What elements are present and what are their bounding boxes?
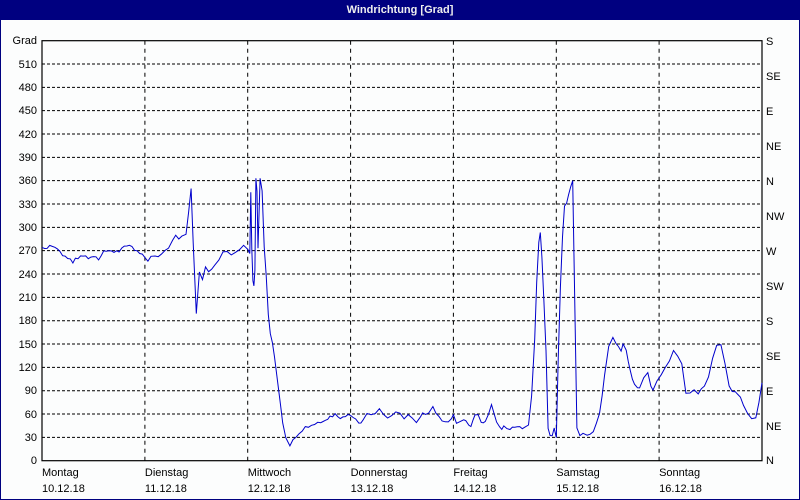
svg-text:SE: SE: [766, 71, 781, 83]
svg-text:450: 450: [19, 105, 37, 117]
svg-text:14.12.18: 14.12.18: [453, 483, 496, 495]
svg-text:390: 390: [19, 152, 37, 164]
svg-text:NE: NE: [766, 141, 781, 153]
svg-text:510: 510: [19, 59, 37, 71]
svg-text:Sonntag: Sonntag: [659, 467, 700, 479]
svg-text:60: 60: [25, 409, 37, 421]
svg-text:SW: SW: [766, 281, 784, 293]
svg-text:11.12.18: 11.12.18: [145, 483, 187, 495]
svg-text:12.12.18: 12.12.18: [248, 483, 291, 495]
svg-text:Grad: Grad: [13, 35, 37, 47]
svg-text:SE: SE: [766, 351, 781, 363]
svg-text:N: N: [766, 455, 774, 467]
svg-text:Dienstag: Dienstag: [145, 467, 188, 479]
svg-text:240: 240: [19, 269, 37, 281]
svg-text:E: E: [766, 106, 773, 118]
svg-text:0: 0: [31, 455, 37, 467]
svg-text:330: 330: [19, 199, 37, 211]
svg-text:360: 360: [19, 175, 37, 187]
svg-text:420: 420: [19, 129, 37, 141]
svg-text:90: 90: [25, 385, 37, 397]
svg-text:S: S: [766, 36, 773, 48]
svg-text:10.12.18: 10.12.18: [42, 483, 85, 495]
svg-text:Donnerstag: Donnerstag: [351, 467, 408, 479]
svg-text:150: 150: [19, 339, 37, 351]
svg-text:N: N: [766, 176, 774, 188]
svg-text:Samstag: Samstag: [556, 467, 599, 479]
svg-text:30: 30: [25, 432, 37, 444]
svg-text:S: S: [766, 316, 773, 328]
svg-text:Montag: Montag: [42, 467, 79, 479]
svg-text:120: 120: [19, 362, 37, 374]
svg-text:13.12.18: 13.12.18: [351, 483, 394, 495]
svg-text:Freitag: Freitag: [453, 467, 487, 479]
svg-text:NW: NW: [766, 211, 785, 223]
svg-text:270: 270: [19, 245, 37, 257]
svg-text:210: 210: [19, 292, 37, 304]
svg-text:480: 480: [19, 82, 37, 94]
svg-text:180: 180: [19, 315, 37, 327]
svg-text:NE: NE: [766, 421, 781, 433]
svg-text:15.12.18: 15.12.18: [556, 483, 599, 495]
svg-text:E: E: [766, 386, 773, 398]
svg-text:16.12.18: 16.12.18: [659, 483, 702, 495]
svg-text:300: 300: [19, 222, 37, 234]
svg-text:Mittwoch: Mittwoch: [248, 467, 291, 479]
svg-text:W: W: [766, 246, 777, 258]
